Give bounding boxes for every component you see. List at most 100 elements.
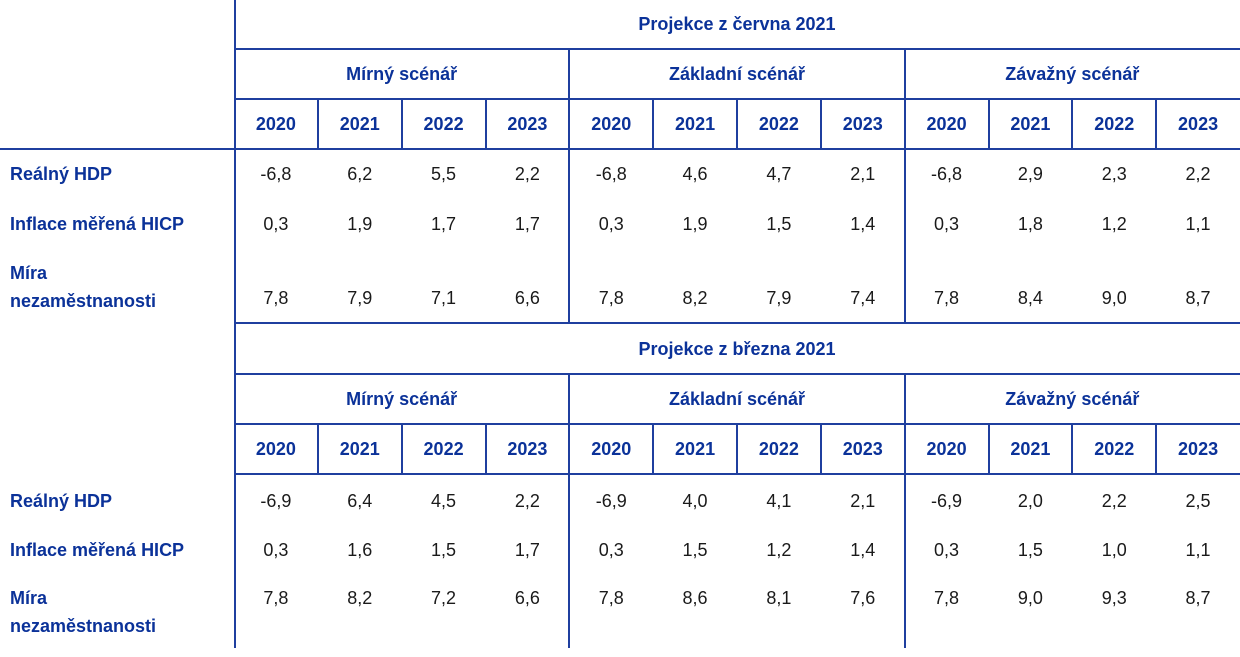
- scenario-divider: [903, 49, 906, 323]
- year-divider: [1071, 424, 1074, 474]
- cell-value: 7,6: [850, 587, 876, 608]
- row-label: Inflace měřená HICP: [10, 540, 185, 560]
- row-label: nezaměstnanosti: [10, 291, 157, 311]
- cell-value: 4,0: [682, 490, 708, 511]
- cell-value: 1,6: [347, 539, 373, 560]
- block-title: Projekce z března 2021: [638, 339, 836, 359]
- cell-value: 1,7: [514, 539, 540, 560]
- rule: [234, 48, 1240, 50]
- cell-value: -6,8: [595, 163, 627, 184]
- cell-value: 7,8: [934, 587, 960, 608]
- rule: [234, 322, 1240, 324]
- year-divider: [316, 424, 319, 474]
- cell-value: 7,8: [263, 287, 289, 308]
- rule: [234, 473, 1240, 475]
- cell-value: 2,2: [1185, 163, 1211, 184]
- year-divider: [400, 424, 403, 474]
- year-divider: [484, 99, 487, 149]
- year-header: 2020: [255, 438, 296, 459]
- cell-value: 8,2: [347, 587, 373, 608]
- year-header: 2023: [1178, 438, 1219, 459]
- year-header: 2023: [842, 438, 883, 459]
- cell-value: 1,7: [431, 213, 457, 234]
- cell-value: 1,9: [682, 213, 708, 234]
- year-header: 2020: [255, 113, 296, 134]
- cell-value: 7,9: [347, 287, 373, 308]
- row-label: Inflace měřená HICP: [10, 214, 185, 234]
- row-label: Míra: [10, 263, 48, 283]
- year-header: 2021: [675, 438, 716, 459]
- year-header: 2021: [675, 113, 716, 134]
- year-divider: [736, 424, 738, 474]
- cell-value: 8,2: [682, 287, 708, 308]
- cell-value: -6,9: [260, 490, 292, 511]
- cell-value: 1,0: [1101, 539, 1127, 560]
- year-header: 2022: [758, 438, 799, 459]
- cell-value: 1,4: [850, 213, 876, 234]
- cell-value: 1,8: [1017, 213, 1043, 234]
- cell-value: -6,9: [931, 490, 963, 511]
- cell-value: 1,4: [850, 539, 876, 560]
- year-divider: [819, 99, 822, 149]
- cell-value: 2,1: [850, 490, 876, 511]
- rule: [234, 373, 1240, 375]
- cell-value: 9,3: [1101, 587, 1127, 608]
- cell-value: 0,3: [934, 213, 960, 234]
- cell-value: 1,2: [1101, 213, 1127, 234]
- scenario-header: Závažný scénář: [1005, 63, 1140, 84]
- cell-value: 1,1: [1185, 213, 1211, 234]
- cell-value: -6,9: [595, 490, 627, 511]
- year-divider: [987, 99, 990, 149]
- year-header: 2022: [423, 113, 464, 134]
- cell-value: 4,6: [682, 163, 708, 184]
- scenario-header: Základní scénář: [668, 63, 806, 84]
- row-label: nezaměstnanosti: [10, 616, 157, 636]
- year-header: 2022: [423, 438, 464, 459]
- cell-value: 8,7: [1185, 587, 1211, 608]
- year-header: 2022: [1094, 113, 1135, 134]
- year-header: 2023: [507, 113, 548, 134]
- cell-value: 5,5: [431, 163, 457, 184]
- cell-value: 2,3: [1101, 163, 1127, 184]
- cell-value: 4,5: [431, 490, 457, 511]
- year-header: 2021: [1010, 438, 1051, 459]
- cell-value: 0,3: [263, 213, 289, 234]
- cell-value: 7,4: [850, 287, 876, 308]
- cell-value: 6,6: [514, 287, 540, 308]
- year-divider: [652, 424, 655, 474]
- year-header: 2020: [926, 438, 967, 459]
- vertical-rule: [234, 0, 236, 648]
- scenario-divider: [568, 374, 571, 648]
- year-divider: [1071, 99, 1074, 149]
- cell-value: 1,9: [347, 213, 373, 234]
- year-header: 2020: [591, 113, 632, 134]
- cell-value: 7,8: [934, 287, 960, 308]
- cell-value: 0,3: [598, 213, 624, 234]
- cell-value: 2,0: [1017, 490, 1043, 511]
- year-divider: [400, 99, 403, 149]
- cell-value: -6,8: [931, 163, 963, 184]
- block-title: Projekce z června 2021: [638, 14, 836, 34]
- cell-value: 0,3: [263, 539, 289, 560]
- year-divider: [819, 424, 822, 474]
- row-label: Míra: [10, 588, 48, 608]
- cell-value: 1,1: [1185, 539, 1211, 560]
- cell-value: 2,2: [1101, 490, 1127, 511]
- scenario-divider: [568, 49, 571, 323]
- cell-value: 7,1: [431, 287, 457, 308]
- cell-value: 8,1: [766, 587, 792, 608]
- year-header: 2020: [591, 438, 632, 459]
- cell-value: 1,5: [766, 213, 792, 234]
- cell-value: 6,6: [514, 587, 540, 608]
- scenario-divider: [903, 374, 906, 648]
- scenario-header: Základní scénář: [668, 388, 806, 409]
- cell-value: 1,2: [766, 539, 792, 560]
- rule: [0, 148, 1240, 150]
- year-header: 2021: [1010, 113, 1051, 134]
- cell-value: 4,1: [766, 490, 792, 511]
- cell-value: 9,0: [1017, 587, 1043, 608]
- year-header: 2020: [926, 113, 967, 134]
- year-header: 2021: [339, 113, 380, 134]
- year-divider: [652, 99, 655, 149]
